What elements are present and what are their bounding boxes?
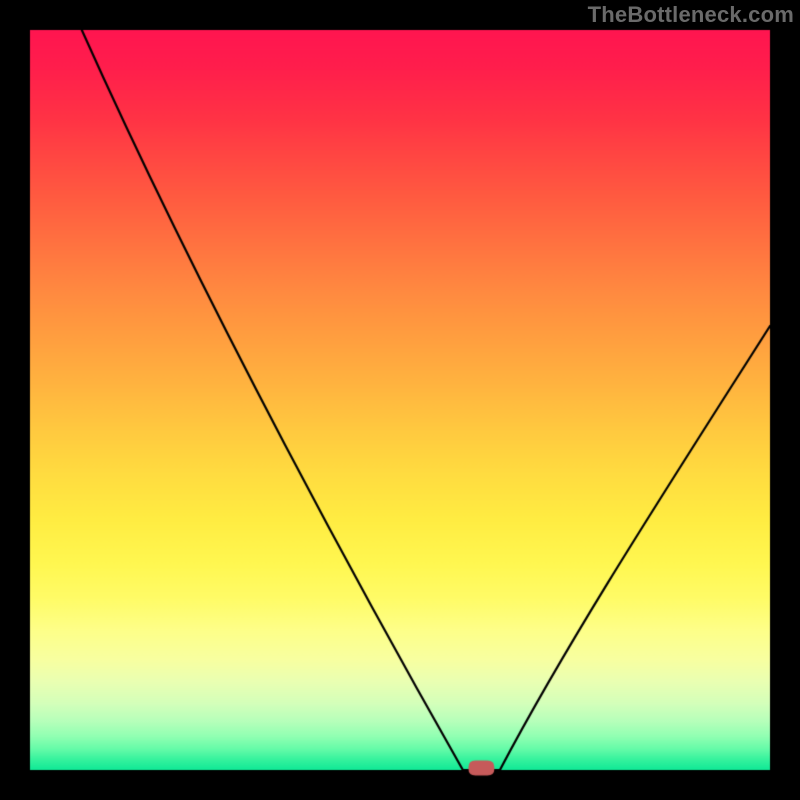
watermark-label: TheBottleneck.com xyxy=(588,2,794,28)
chart-container: TheBottleneck.com xyxy=(0,0,800,800)
bottleneck-chart-canvas xyxy=(0,0,800,800)
